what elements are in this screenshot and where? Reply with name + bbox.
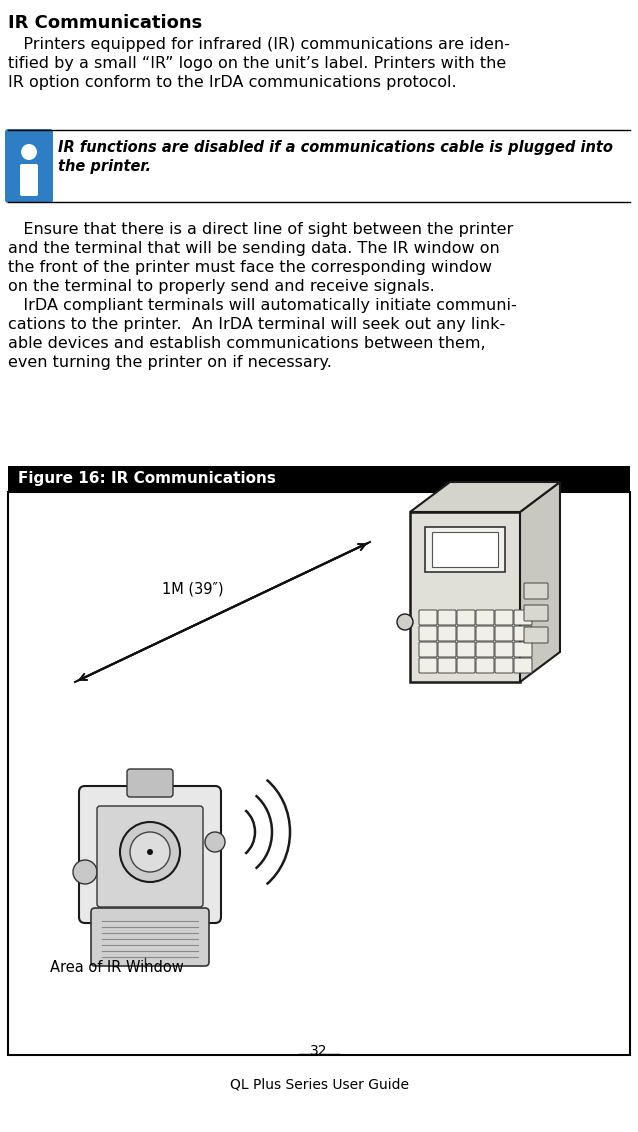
- Text: the front of the printer must face the corresponding window: the front of the printer must face the c…: [8, 260, 492, 275]
- FancyBboxPatch shape: [524, 604, 548, 621]
- Text: even turning the printer on if necessary.: even turning the printer on if necessary…: [8, 355, 347, 370]
- FancyBboxPatch shape: [438, 626, 456, 641]
- FancyBboxPatch shape: [495, 626, 513, 641]
- FancyBboxPatch shape: [495, 642, 513, 657]
- Polygon shape: [432, 532, 498, 567]
- Text: Printers equipped for infrared (IR) communications are iden-: Printers equipped for infrared (IR) comm…: [8, 37, 510, 52]
- FancyBboxPatch shape: [524, 627, 548, 643]
- Circle shape: [120, 822, 180, 882]
- Text: QL Plus Series User Guide: QL Plus Series User Guide: [230, 1078, 408, 1092]
- Text: IR Communications: IR Communications: [8, 14, 202, 32]
- Text: Figure 16: IR Communications: Figure 16: IR Communications: [18, 472, 276, 487]
- Text: on the terminal to properly send and receive signals.: on the terminal to properly send and rec…: [8, 278, 434, 294]
- FancyBboxPatch shape: [79, 786, 221, 923]
- Circle shape: [147, 849, 153, 855]
- FancyBboxPatch shape: [127, 769, 173, 797]
- Bar: [8, 492, 630, 1055]
- Text: IR option conform to the IrDA communications protocol.: IR option conform to the IrDA communicat…: [8, 75, 457, 91]
- Text: the printer.: the printer.: [58, 158, 151, 174]
- Circle shape: [73, 860, 97, 884]
- Text: IR functions are disabled if a communications cable is plugged into: IR functions are disabled if a communica…: [58, 140, 613, 155]
- FancyBboxPatch shape: [524, 583, 548, 599]
- Text: IrDA compliant terminals will automatically initiate communi-: IrDA compliant terminals will automatica…: [8, 298, 517, 314]
- Text: and the terminal that will be sending data. The IR window on: and the terminal that will be sending da…: [8, 241, 500, 256]
- FancyBboxPatch shape: [419, 610, 437, 625]
- FancyBboxPatch shape: [514, 626, 532, 641]
- FancyBboxPatch shape: [514, 610, 532, 625]
- FancyBboxPatch shape: [419, 626, 437, 641]
- Polygon shape: [410, 512, 520, 681]
- Polygon shape: [410, 482, 560, 512]
- FancyBboxPatch shape: [438, 642, 456, 657]
- FancyBboxPatch shape: [476, 658, 494, 674]
- Circle shape: [397, 614, 413, 631]
- FancyBboxPatch shape: [476, 642, 494, 657]
- FancyBboxPatch shape: [476, 626, 494, 641]
- Circle shape: [205, 832, 225, 852]
- FancyBboxPatch shape: [419, 642, 437, 657]
- Circle shape: [21, 144, 37, 160]
- FancyBboxPatch shape: [457, 626, 475, 641]
- Text: tified by a small “IR” logo on the unit’s label. Printers with the: tified by a small “IR” logo on the unit’…: [8, 55, 506, 71]
- FancyBboxPatch shape: [514, 658, 532, 674]
- FancyBboxPatch shape: [20, 164, 38, 196]
- Circle shape: [130, 832, 170, 872]
- FancyBboxPatch shape: [5, 129, 53, 203]
- FancyBboxPatch shape: [457, 610, 475, 625]
- FancyBboxPatch shape: [495, 658, 513, 674]
- FancyBboxPatch shape: [495, 610, 513, 625]
- Polygon shape: [425, 528, 505, 572]
- FancyBboxPatch shape: [97, 806, 203, 907]
- FancyBboxPatch shape: [476, 610, 494, 625]
- FancyBboxPatch shape: [438, 610, 456, 625]
- Polygon shape: [520, 482, 560, 681]
- Text: Ensure that there is a direct line of sight between the printer: Ensure that there is a direct line of si…: [8, 222, 513, 237]
- Text: 1M (39″): 1M (39″): [163, 582, 224, 597]
- FancyBboxPatch shape: [91, 908, 209, 966]
- FancyBboxPatch shape: [419, 658, 437, 674]
- Text: 32: 32: [310, 1044, 328, 1058]
- FancyBboxPatch shape: [514, 642, 532, 657]
- FancyBboxPatch shape: [457, 642, 475, 657]
- Text: able devices and establish communications between them,: able devices and establish communication…: [8, 336, 486, 351]
- Text: cations to the printer.  An IrDA terminal will seek out any link-: cations to the printer. An IrDA terminal…: [8, 317, 505, 332]
- Text: Area of IR Window: Area of IR Window: [50, 960, 184, 975]
- FancyBboxPatch shape: [438, 658, 456, 674]
- FancyBboxPatch shape: [457, 658, 475, 674]
- Bar: [8, 466, 630, 492]
